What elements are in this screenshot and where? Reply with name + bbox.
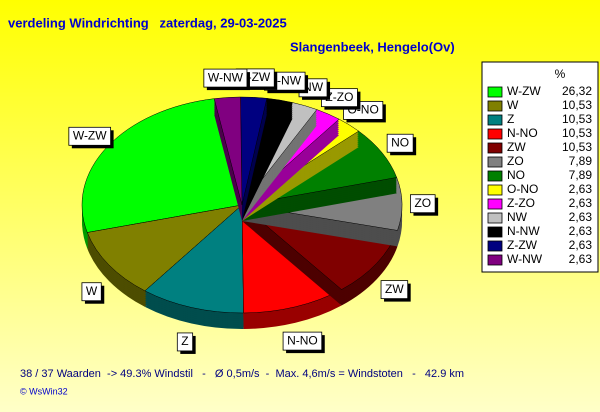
label-box: [203, 68, 248, 88]
slice-label: Z-ZO: [321, 88, 361, 110]
legend-value: 10,53: [562, 112, 592, 126]
legend-swatch: [487, 254, 503, 266]
chart-subtitle: Slangenbeek, Hengelo(Ov): [290, 39, 455, 54]
slice-label: W-NW: [203, 68, 250, 91]
slice: [86, 204, 243, 307]
legend-value: 2,63: [569, 182, 593, 196]
legend-swatch: [487, 184, 503, 196]
legend-label: NW: [507, 210, 528, 224]
legend-value: 2,63: [569, 196, 593, 210]
legend-swatch: [487, 226, 503, 238]
legend-swatch: [487, 100, 503, 112]
slice-label-text: Z: [181, 334, 188, 348]
legend-label: N-NO: [507, 126, 538, 140]
slice-top: [144, 204, 244, 314]
slice-label-text: NW: [303, 80, 324, 94]
legend-value: 10,53: [562, 98, 592, 112]
slice-top: [86, 204, 243, 292]
slice-label: W: [81, 282, 105, 304]
label-box: [176, 332, 194, 352]
legend-label: NO: [507, 168, 525, 182]
legend-label: N-NW: [507, 224, 540, 238]
slice: [240, 96, 268, 221]
legend-value: 7,89: [569, 154, 593, 168]
slice: [144, 204, 244, 329]
slice-label-text: ZW: [385, 282, 404, 296]
legend-label: O-NO: [507, 182, 538, 196]
legend-swatch: [487, 128, 503, 140]
legend-value: 2,63: [569, 210, 593, 224]
legend-swatch: [487, 198, 503, 210]
chart-title: verdeling Windrichting zaterdag, 29-03-2…: [8, 15, 287, 30]
slice-label-text: W: [86, 284, 98, 298]
legend-value: 2,63: [569, 252, 593, 266]
slice: [81, 98, 243, 249]
slice-label-text: W-ZW: [73, 128, 107, 142]
legend-swatch: [487, 86, 503, 98]
legend-label: Z: [507, 112, 514, 126]
slice: [213, 96, 243, 221]
slice-label-text: NO: [391, 135, 409, 149]
legend-swatch: [487, 142, 503, 154]
legend-swatch: [487, 240, 503, 252]
slice: [241, 98, 293, 221]
legend-label: Z-ZO: [507, 196, 535, 210]
legend-value: 2,63: [569, 238, 593, 252]
legend-swatch: [487, 114, 503, 126]
slice-label-text: N-NO: [287, 333, 318, 347]
label-box: [410, 194, 436, 214]
legend-label: W-NW: [507, 252, 543, 266]
legend-value: 10,53: [562, 140, 592, 154]
legend-label: ZW: [507, 140, 526, 154]
slice-label: W-ZW: [68, 126, 114, 149]
legend-swatch: [487, 170, 503, 182]
legend-label: Z-ZW: [507, 238, 538, 252]
legend-value: 10,53: [562, 126, 592, 140]
slice-label-text: Z-ZO: [325, 90, 353, 104]
legend-label: ZO: [507, 154, 524, 168]
slice-label: NO: [386, 133, 417, 156]
label-box: [68, 126, 112, 146]
legend-value: 26,32: [562, 84, 592, 98]
label-box: [81, 282, 102, 302]
slice-label-text: ZO: [414, 196, 431, 210]
legend-label: W: [507, 98, 519, 112]
credit: © WsWin32: [20, 386, 68, 396]
slice-label: ZO: [410, 194, 439, 216]
slice-label: Z: [176, 332, 196, 354]
legend-label: W-ZW: [507, 84, 541, 98]
slice-label: N-NO: [282, 331, 325, 354]
legend-value: 7,89: [569, 168, 593, 182]
slice-label-text: W-NW: [208, 70, 244, 84]
label-box: [380, 280, 409, 300]
slice-label: ZW: [380, 280, 411, 302]
label-box: [386, 133, 414, 153]
label-box: [282, 331, 323, 351]
legend-swatch: [487, 156, 503, 168]
legend-header: %: [555, 67, 566, 81]
legend-value: 2,63: [569, 224, 593, 238]
footer: 38 / 37 Waarden -> 49.3% Windstil - Ø 0,…: [20, 368, 464, 380]
legend-swatch: [487, 212, 503, 224]
slice-top: [213, 96, 243, 206]
